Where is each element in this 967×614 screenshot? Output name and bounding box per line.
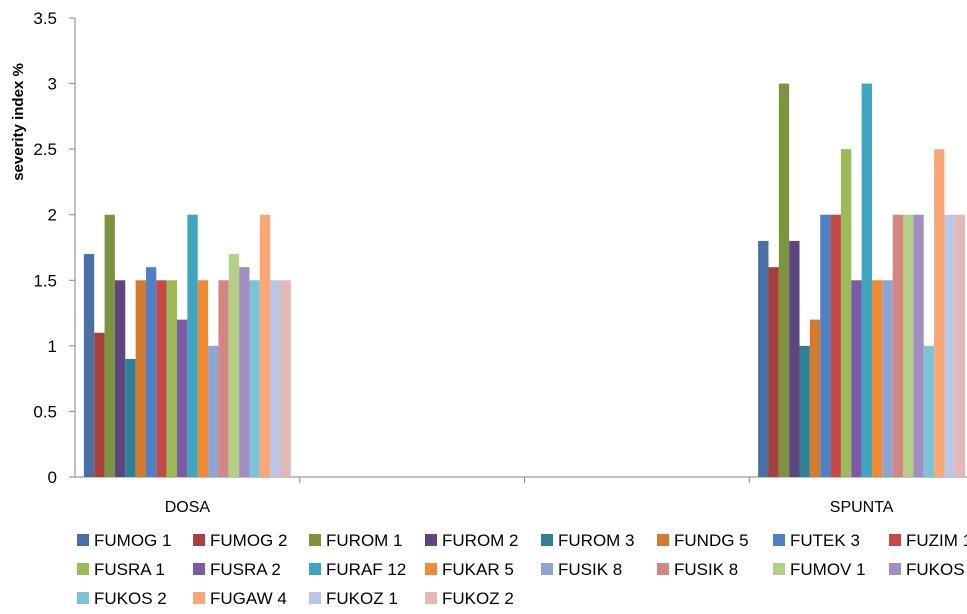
legend: FUMOG 1 FUMOG 2 FUROM 1 FUROM 2 FUROM 3 FUNDG…: [77, 531, 967, 608]
legend-label: FURAF 12: [326, 560, 406, 579]
y-tick-label: 2: [48, 206, 57, 225]
legend-label: FUMOG 1: [94, 531, 171, 550]
bar: [94, 332, 105, 477]
bar: [882, 280, 893, 477]
legend-swatch: [657, 534, 669, 546]
y-tick-label: 3: [48, 75, 57, 94]
y-tick-label: 1: [48, 337, 57, 356]
bar: [156, 280, 167, 477]
bar: [104, 214, 115, 477]
legend-swatch: [309, 592, 321, 604]
legend-label: FUSRA 2: [210, 560, 281, 579]
legend-swatch: [309, 534, 321, 546]
legend-swatch: [77, 592, 89, 604]
bar: [166, 280, 178, 477]
legend-swatch: [889, 534, 901, 546]
bar: [239, 267, 250, 477]
bar: [799, 345, 810, 477]
bar: [83, 254, 95, 477]
y-tick-label: 1.5: [33, 271, 57, 290]
bar: [249, 280, 260, 477]
bar: [851, 280, 862, 477]
bar: [934, 149, 945, 477]
bars: [83, 83, 966, 478]
legend-swatch: [425, 563, 437, 575]
bar: [944, 214, 955, 477]
y-tick-label: 0.5: [33, 402, 57, 421]
legend-label: FUMOG 2: [210, 531, 287, 550]
bar: [228, 254, 240, 477]
y-tick-label: 3.5: [33, 9, 57, 28]
bar: [768, 267, 779, 477]
legend-swatch: [773, 563, 785, 575]
legend-label: FUTEK 3: [790, 531, 860, 550]
bar: [861, 83, 872, 478]
bar: [197, 280, 209, 477]
legend-swatch: [889, 563, 901, 575]
bar: [187, 214, 198, 477]
bar: [903, 214, 914, 477]
bar: [135, 280, 146, 477]
bar: [114, 280, 126, 477]
bar: [954, 214, 966, 477]
legend-swatch: [193, 592, 205, 604]
legend-label: FUZIM 1: [906, 531, 967, 550]
bar: [270, 280, 281, 477]
legend-label: FUROM 3: [558, 531, 635, 550]
legend-label: FUKAR 5: [442, 560, 514, 579]
x-tick-label: DOSA: [165, 499, 211, 516]
bar: [218, 280, 229, 477]
legend-swatch: [425, 534, 437, 546]
legend-swatch: [309, 563, 321, 575]
bar: [758, 240, 769, 477]
bar: [820, 214, 831, 477]
legend-swatch: [657, 563, 669, 575]
legend-label: FUROM 1: [326, 531, 403, 550]
legend-label: FUKOS 2: [94, 589, 167, 608]
bar: [145, 267, 157, 477]
legend-label: FUSIK 8: [558, 560, 622, 579]
legend-label: FUKOS 1: [906, 560, 967, 579]
legend-swatch: [77, 563, 89, 575]
bar: [923, 345, 935, 477]
bar: [208, 345, 219, 477]
legend-label: FUNDG 5: [674, 531, 749, 550]
bar: [809, 319, 821, 477]
bar: [280, 280, 291, 477]
legend-swatch: [425, 592, 437, 604]
y-tick-label: 0: [48, 468, 57, 487]
legend-label: FUSIK 8: [674, 560, 738, 579]
legend-swatch: [77, 534, 89, 546]
legend-swatch: [773, 534, 785, 546]
legend-label: FUMOV 1: [790, 560, 866, 579]
y-tick-label: 2.5: [33, 140, 57, 159]
x-ticks: DOSA SPUNTA: [165, 477, 894, 516]
bar: [125, 358, 136, 477]
bar: [177, 319, 188, 477]
bar: [892, 214, 904, 477]
legend-label: FUKOZ 2: [442, 589, 514, 608]
legend-swatch: [541, 563, 553, 575]
x-tick-label: SPUNTA: [830, 499, 894, 516]
y-ticks: 0 0.5 1 1.5 2 2.5 3 3.5: [33, 9, 75, 487]
legend-label: FUSRA 1: [94, 560, 165, 579]
legend-swatch: [193, 534, 205, 546]
y-axis-label: severity index %: [10, 63, 27, 181]
bar: [778, 83, 790, 478]
bar: [830, 214, 841, 477]
bar: [913, 214, 924, 477]
legend-label: FUGAW 4: [210, 589, 287, 608]
legend-swatch: [193, 563, 205, 575]
legend-label: FUROM 2: [442, 531, 519, 550]
bar: [871, 280, 883, 477]
legend-label: FUKOZ 1: [326, 589, 398, 608]
bar: [840, 149, 852, 477]
legend-swatch: [541, 534, 553, 546]
bar: [259, 214, 271, 477]
bar: [789, 240, 800, 477]
